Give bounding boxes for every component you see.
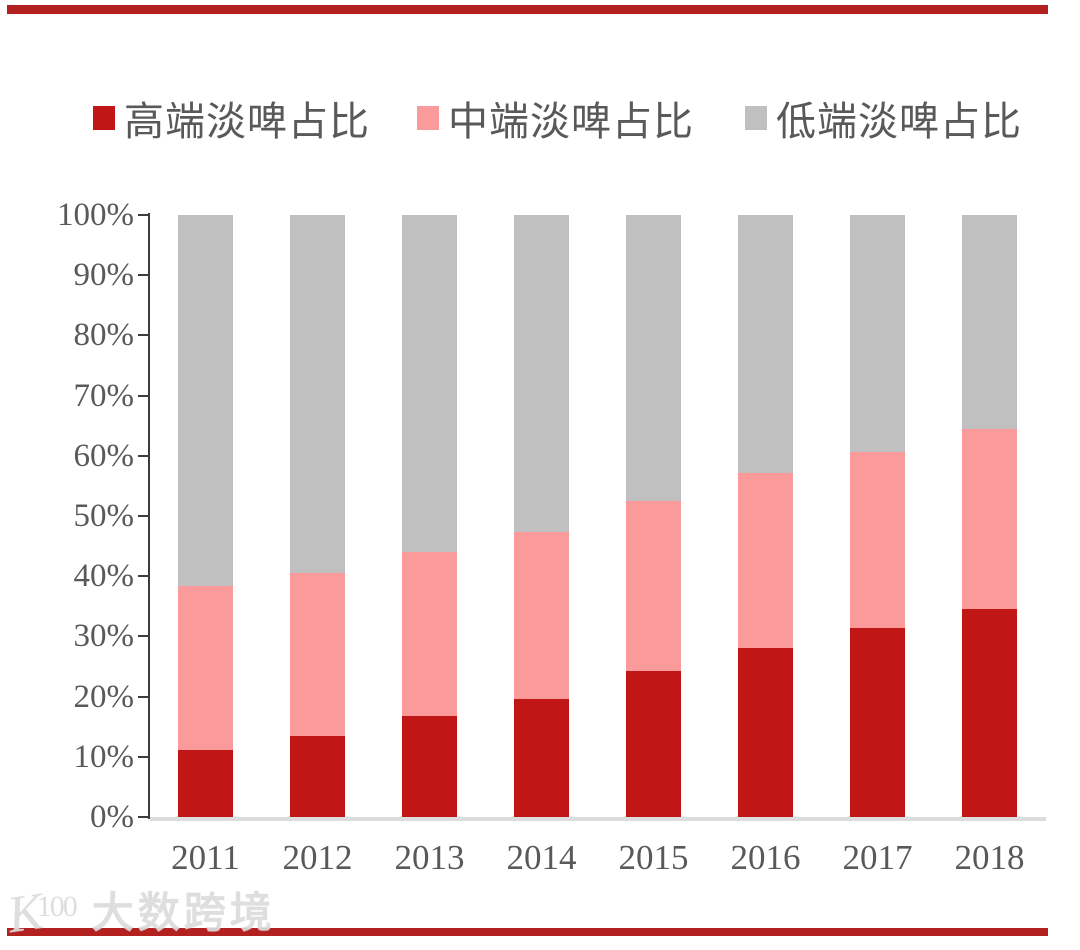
top-red-rule bbox=[7, 5, 1048, 14]
x-axis-label: 2013 bbox=[394, 838, 465, 877]
y-axis-label: 80% bbox=[73, 317, 135, 354]
y-axis-label: 50% bbox=[73, 498, 135, 534]
bar-segment-low bbox=[850, 215, 905, 452]
y-axis-tick bbox=[138, 515, 148, 517]
y-axis-tick bbox=[138, 755, 148, 758]
y-axis-label: 20% bbox=[73, 678, 135, 715]
y-axis-tick bbox=[138, 334, 148, 337]
bar-segment-high bbox=[178, 749, 233, 817]
bar-segment-mid bbox=[402, 551, 457, 717]
watermark-text: 大数跨境 bbox=[91, 889, 276, 936]
x-axis-label: 2016 bbox=[730, 838, 801, 877]
bar-segment-mid bbox=[962, 429, 1017, 609]
bar-segment-mid bbox=[290, 572, 345, 736]
y-axis-label: 40% bbox=[73, 558, 135, 595]
y-axis-tick bbox=[138, 695, 148, 698]
legend-swatch-mid-icon bbox=[417, 106, 439, 130]
x-axis-label: 2017 bbox=[842, 838, 913, 877]
x-axis-label: 2015 bbox=[618, 838, 689, 877]
bar-segment-high bbox=[514, 699, 569, 817]
y-axis-label: 0% bbox=[90, 799, 134, 835]
watermark-logo: 100 bbox=[36, 890, 78, 923]
x-axis-baseline bbox=[150, 817, 1046, 821]
bar-segment-low bbox=[402, 215, 457, 552]
bar-segment-high bbox=[402, 716, 457, 817]
y-axis-tick bbox=[138, 816, 148, 818]
watermark: K 100 大数跨境 bbox=[4, 883, 276, 944]
bar-segment-low bbox=[626, 215, 681, 501]
legend-item-high: 高端淡啤占比 bbox=[93, 95, 370, 144]
legend-item-mid: 中端淡啤占比 bbox=[417, 95, 694, 144]
bar-segment-high bbox=[290, 735, 345, 817]
bar-segment-high bbox=[626, 670, 681, 817]
bar-segment-low bbox=[962, 215, 1017, 430]
legend-label-high: 高端淡啤占比 bbox=[124, 100, 370, 144]
y-axis-label: 100% bbox=[57, 197, 134, 233]
bar-segment-high bbox=[738, 647, 793, 817]
y-axis-label: 30% bbox=[73, 618, 135, 655]
y-axis-tick bbox=[138, 214, 148, 216]
legend-label-mid: 中端淡啤占比 bbox=[448, 100, 694, 144]
y-axis-tick bbox=[138, 394, 148, 397]
y-axis-tick bbox=[138, 274, 148, 277]
bar-segment-low bbox=[178, 215, 233, 587]
bar-segment-mid bbox=[738, 472, 793, 648]
bar-segment-mid bbox=[514, 531, 569, 699]
legend-swatch-high-icon bbox=[93, 106, 115, 130]
y-axis-label: 10% bbox=[73, 738, 135, 775]
legend-swatch-low-icon bbox=[745, 106, 767, 130]
y-axis-tick bbox=[138, 575, 148, 578]
x-axis-label: 2018 bbox=[954, 838, 1025, 877]
y-axis-tick bbox=[138, 635, 148, 638]
bar-segment-high bbox=[850, 627, 905, 817]
y-axis-tick bbox=[138, 454, 148, 457]
bar-segment-low bbox=[738, 215, 793, 473]
legend-label-low: 低端淡啤占比 bbox=[776, 100, 1022, 144]
x-axis-label: 2012 bbox=[282, 838, 353, 877]
y-axis-label: 60% bbox=[73, 437, 135, 474]
x-axis-label: 2011 bbox=[171, 838, 240, 877]
bar-segment-high bbox=[962, 608, 1017, 817]
x-axis-label: 2014 bbox=[506, 838, 577, 877]
legend-item-low: 低端淡啤占比 bbox=[745, 95, 1022, 144]
y-axis-label: 70% bbox=[73, 377, 135, 414]
bar-segment-mid bbox=[850, 451, 905, 628]
bar-segment-mid bbox=[626, 500, 681, 671]
y-axis-line bbox=[148, 213, 150, 819]
bar-segment-mid bbox=[178, 586, 233, 750]
bottom-red-rule bbox=[7, 928, 1048, 936]
y-axis-label: 90% bbox=[73, 257, 135, 294]
bar-segment-low bbox=[514, 215, 569, 532]
bar-segment-low bbox=[290, 215, 345, 573]
